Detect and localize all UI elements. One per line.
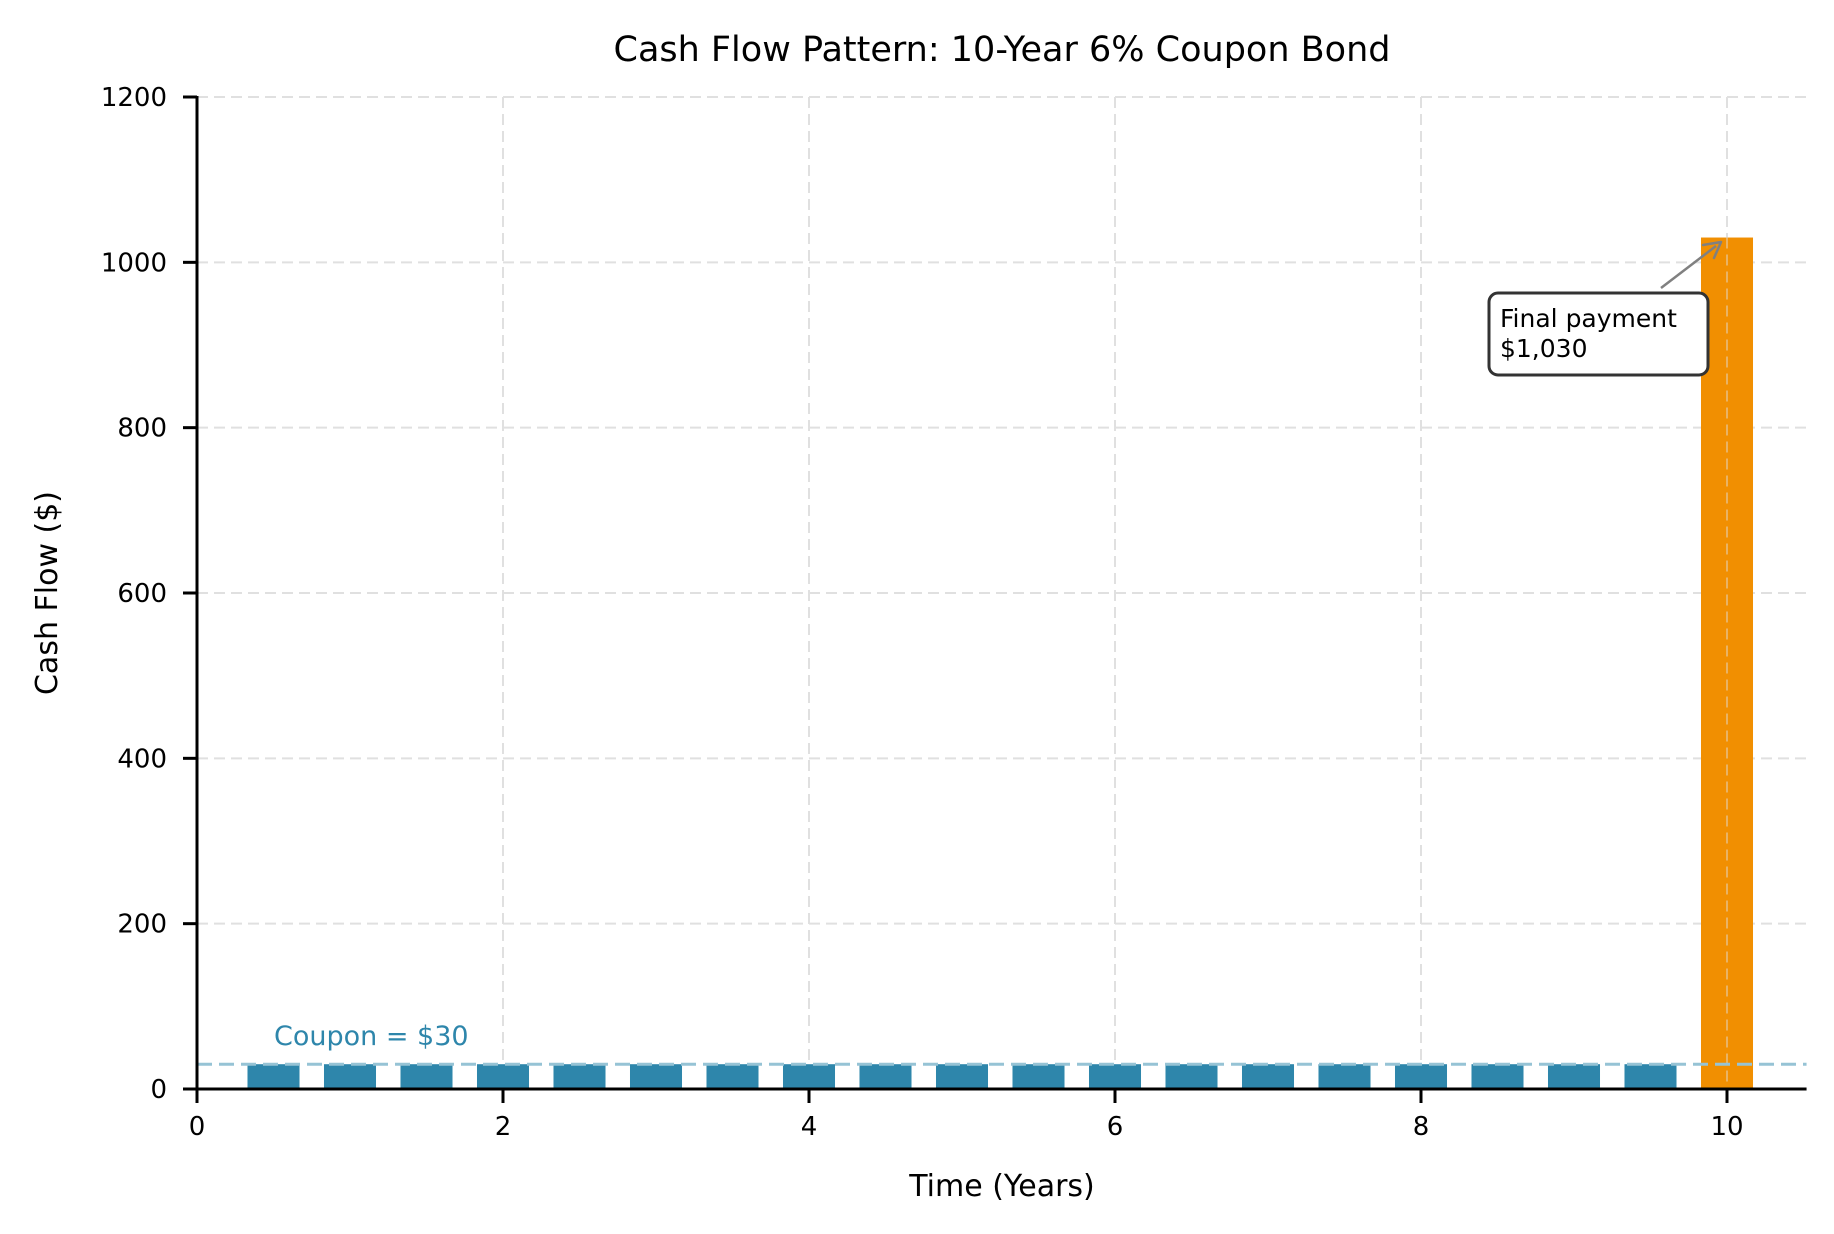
bar [1394,1064,1448,1089]
bar [706,1064,759,1089]
y-tick-label: 800 [117,414,167,444]
bar [1700,237,1754,1090]
annotation-arrow [1660,245,1717,289]
bar [400,1064,453,1089]
x-tick-label: 10 [1710,1112,1743,1142]
x-tick-label: 2 [495,1112,512,1142]
y-axis-label: Cash Flow ($) [30,491,65,695]
bar [1241,1064,1295,1089]
y-tick-label: 400 [117,744,167,774]
bar [1471,1064,1524,1089]
arrow-head-icon [1701,240,1723,260]
bar [629,1064,683,1089]
grid-lines [197,96,1807,1089]
bars [247,237,1754,1090]
bar [1624,1064,1677,1089]
tick-labels: 0 200 400 600 800 1000 1200 0 2 4 6 8 10 [101,83,1744,1142]
chart-title: Cash Flow Pattern: 10-Year 6% Coupon Bon… [614,30,1391,70]
bar [859,1064,912,1089]
bar [247,1064,300,1089]
bar [1165,1064,1218,1089]
y-tick-label: 1200 [101,83,167,113]
x-axis-label: Time (Years) [908,1169,1095,1204]
x-tick-label: 8 [1413,1112,1430,1142]
bar [1547,1064,1601,1089]
annotation-text: Final payment [1500,304,1677,333]
bar [1318,1064,1371,1089]
bar [1012,1064,1065,1089]
y-tick-label: 0 [150,1075,167,1105]
annotation-text: $1,030 [1500,334,1587,363]
x-tick-label: 4 [801,1112,818,1142]
coupon-line-label: Coupon = $30 [274,1021,469,1052]
y-tick-label: 1000 [101,248,167,278]
x-tick-label: 6 [1107,1112,1124,1142]
bar [323,1064,377,1089]
y-tick-label: 600 [117,579,167,609]
bar [935,1064,989,1089]
y-tick-label: 200 [117,910,167,940]
bar [1088,1064,1142,1089]
x-tick-label: 0 [189,1112,206,1142]
bar [553,1064,606,1089]
bar [476,1064,530,1089]
bar [782,1064,836,1089]
final-payment-annotation: Final payment$1,030 [1487,240,1723,377]
annotation-box [1487,291,1710,377]
